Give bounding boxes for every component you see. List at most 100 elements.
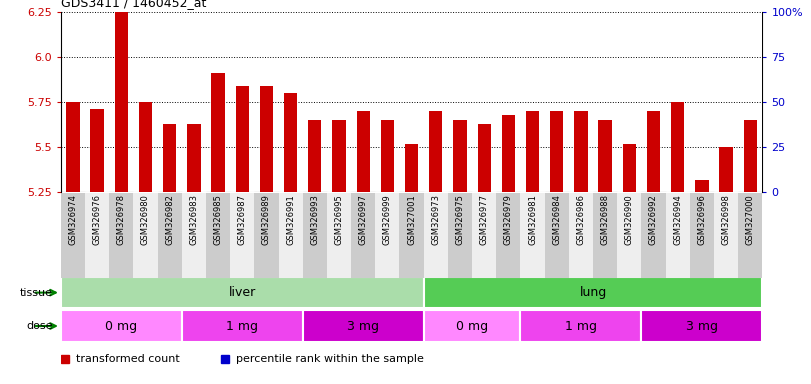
Bar	[623, 144, 636, 192]
Bar	[738, 193, 762, 278]
Point	[236, 61, 249, 67]
Point	[695, 61, 708, 67]
Point	[453, 61, 466, 67]
Point	[139, 61, 152, 67]
Text: 0 mg: 0 mg	[456, 319, 488, 333]
Point	[672, 61, 684, 67]
Bar	[67, 102, 79, 192]
Bar	[236, 86, 249, 192]
Text: liver: liver	[229, 286, 256, 299]
Point	[550, 61, 563, 67]
Bar	[545, 193, 569, 278]
Bar	[569, 193, 593, 278]
Bar	[719, 147, 732, 192]
Text: transformed count: transformed count	[75, 354, 179, 364]
Bar	[333, 120, 345, 192]
Point	[67, 61, 79, 67]
Bar	[642, 193, 666, 278]
Bar	[380, 120, 394, 192]
Bar	[157, 193, 182, 278]
Bar	[284, 93, 298, 192]
Bar	[230, 193, 255, 278]
Point	[429, 61, 442, 67]
Text: lung: lung	[579, 286, 607, 299]
Bar	[617, 193, 642, 278]
Point	[478, 61, 491, 67]
Bar	[278, 193, 303, 278]
Bar	[303, 310, 423, 342]
Point	[357, 61, 370, 67]
Point	[163, 61, 176, 67]
Point	[333, 61, 345, 67]
Bar	[521, 193, 545, 278]
Point	[115, 48, 128, 55]
Point	[574, 61, 587, 67]
Bar	[212, 73, 225, 192]
Bar	[61, 193, 85, 278]
Point	[212, 54, 225, 60]
Point	[623, 68, 636, 74]
Bar	[423, 310, 521, 342]
Bar	[496, 193, 521, 278]
Point	[260, 61, 273, 67]
Bar	[642, 310, 762, 342]
Point	[308, 61, 321, 67]
Point	[647, 61, 660, 67]
Bar	[478, 124, 491, 192]
Bar	[163, 124, 176, 192]
Bar	[453, 120, 466, 192]
Text: tissue: tissue	[19, 288, 53, 298]
Bar	[690, 193, 714, 278]
Bar	[714, 193, 738, 278]
Bar	[526, 111, 539, 192]
Point	[744, 61, 757, 67]
Bar	[521, 310, 642, 342]
Text: 3 mg: 3 mg	[347, 319, 380, 333]
Point	[526, 61, 539, 67]
Bar	[303, 193, 327, 278]
Bar	[574, 111, 587, 192]
Bar	[182, 193, 206, 278]
Bar	[744, 120, 757, 192]
Bar	[671, 102, 684, 192]
Bar	[375, 193, 400, 278]
Text: 1 mg: 1 mg	[226, 319, 258, 333]
Bar	[423, 193, 448, 278]
Bar	[260, 86, 273, 192]
Bar	[61, 310, 182, 342]
Bar	[85, 193, 109, 278]
Point	[599, 61, 611, 67]
Bar	[550, 111, 564, 192]
Point	[91, 61, 104, 67]
Bar	[91, 109, 104, 192]
Bar	[255, 193, 278, 278]
Bar	[448, 193, 472, 278]
Point	[719, 65, 732, 71]
Bar	[114, 12, 128, 192]
Bar	[599, 120, 611, 192]
Bar	[695, 180, 709, 192]
Point	[381, 61, 394, 67]
Bar	[593, 193, 617, 278]
Bar	[666, 193, 690, 278]
Point	[187, 61, 200, 67]
Text: percentile rank within the sample: percentile rank within the sample	[235, 354, 423, 364]
Bar	[61, 277, 423, 308]
Bar	[133, 193, 157, 278]
Bar	[187, 124, 200, 192]
Bar	[109, 193, 133, 278]
Bar	[182, 310, 303, 342]
Text: dose: dose	[26, 321, 53, 331]
Text: 3 mg: 3 mg	[686, 319, 718, 333]
Bar	[423, 277, 762, 308]
Bar	[206, 193, 230, 278]
Text: GDS3411 / 1460452_at: GDS3411 / 1460452_at	[61, 0, 206, 9]
Bar	[351, 193, 375, 278]
Bar	[472, 193, 496, 278]
Bar	[429, 111, 443, 192]
Bar	[139, 102, 152, 192]
Text: 0 mg: 0 mg	[105, 319, 137, 333]
Bar	[502, 114, 515, 192]
Text: 1 mg: 1 mg	[565, 319, 597, 333]
Bar	[405, 144, 418, 192]
